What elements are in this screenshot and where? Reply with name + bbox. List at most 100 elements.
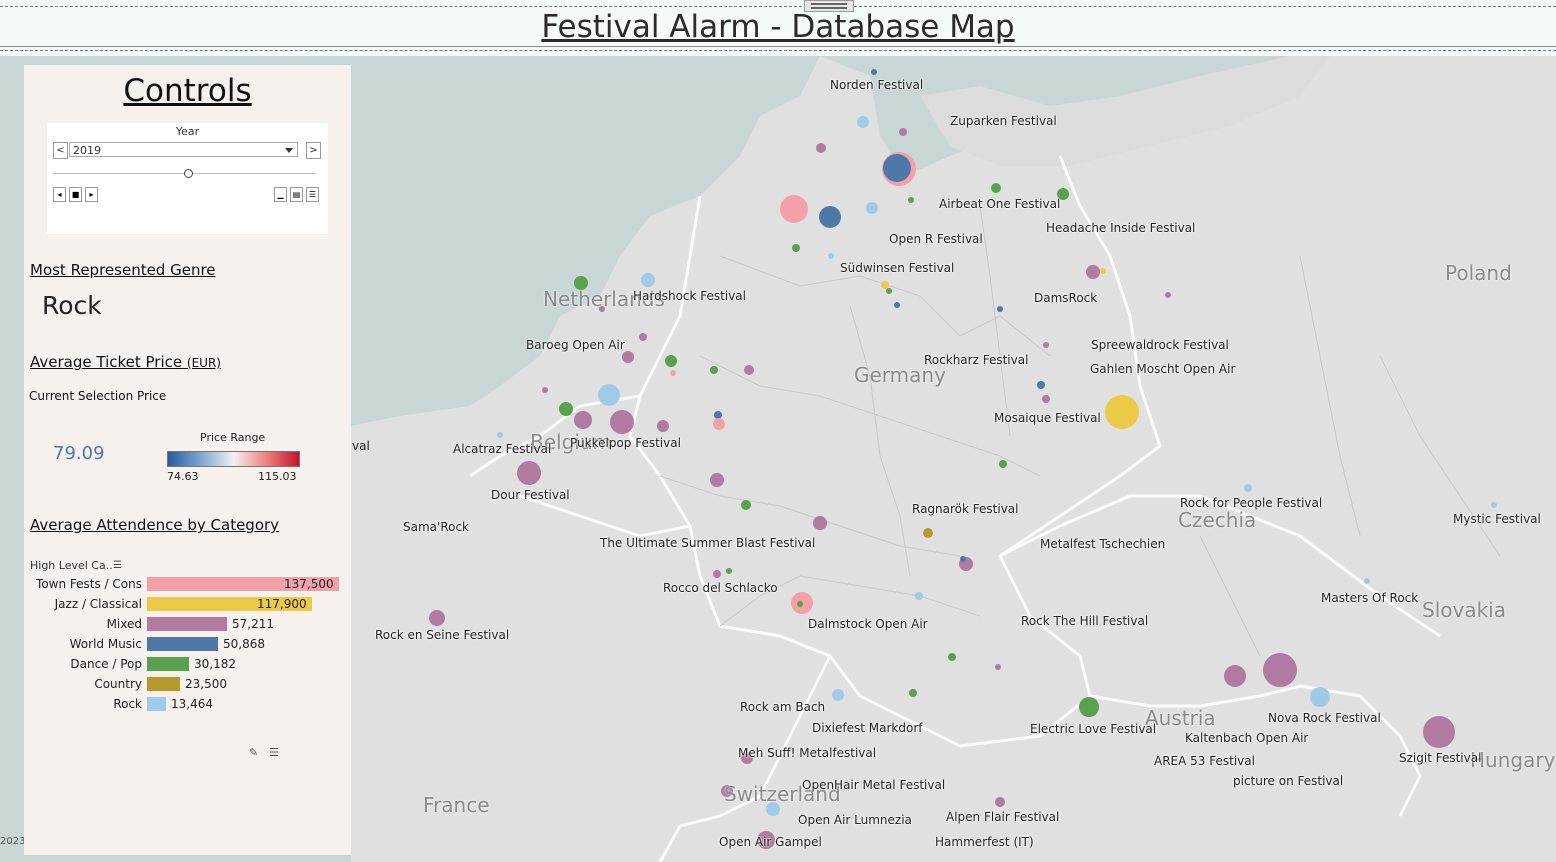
festival-marker[interactable] [866, 202, 878, 214]
festival-markers[interactable] [429, 69, 1497, 849]
bar-row[interactable]: Town Fests / Cons 137,500 [24, 574, 351, 594]
speed-fast-icon[interactable]: ☰ [306, 187, 319, 202]
festival-label[interactable]: AREA 53 Festival [1154, 754, 1255, 768]
festival-label[interactable]: Ragnarök Festival [912, 502, 1019, 516]
festival-marker[interactable] [894, 302, 900, 308]
festival-marker[interactable] [574, 411, 592, 429]
festival-label[interactable]: Alcatraz Festival [453, 442, 552, 456]
bar-row[interactable]: Dance / Pop 30,182 [24, 654, 351, 674]
festival-marker[interactable] [757, 831, 775, 849]
festival-marker[interactable] [721, 785, 733, 797]
festival-label[interactable]: Südwinsen Festival [840, 261, 955, 275]
festival-marker[interactable] [559, 402, 573, 416]
festival-marker[interactable] [1244, 484, 1252, 492]
festival-marker[interactable] [960, 556, 966, 562]
festival-label[interactable]: Open Air Gampel [719, 835, 822, 849]
festival-marker[interactable] [710, 366, 718, 374]
festival-label[interactable]: The Ultimate Summer Blast Festival [600, 536, 816, 550]
festival-marker[interactable] [639, 333, 647, 341]
pin-icon[interactable]: ✎ [249, 746, 259, 759]
festival-label[interactable]: picture on Festival [1233, 774, 1344, 788]
festival-marker[interactable] [908, 197, 914, 203]
festival-label[interactable]: Szigit Festival [1399, 751, 1482, 765]
festival-label[interactable]: Dalmstock Open Air [808, 617, 928, 631]
festival-label[interactable]: Dixiefest Markdorf [812, 721, 923, 735]
festival-marker[interactable] [1037, 381, 1045, 389]
festival-marker[interactable] [997, 306, 1003, 312]
festival-label[interactable]: Nova Rock Festival [1268, 711, 1381, 725]
bar-row[interactable]: Rock 13,464 [24, 694, 351, 714]
festival-marker[interactable] [670, 370, 676, 376]
festival-label[interactable]: Open Air Lumnezia [798, 813, 912, 827]
festival-label[interactable]: Kaltenbach Open Air [1185, 731, 1309, 745]
festival-label[interactable]: Mosaique Festival [994, 411, 1101, 425]
play-forward-icon[interactable]: ▸ [85, 187, 98, 202]
festival-label[interactable]: Rockharz Festival [924, 353, 1029, 367]
festival-marker[interactable] [1423, 716, 1455, 748]
festival-marker[interactable] [429, 610, 445, 626]
year-dropdown[interactable]: 2019 [69, 142, 298, 157]
festival-label[interactable]: Baroeg Open Air [526, 338, 625, 352]
festival-marker[interactable] [1491, 502, 1497, 508]
drag-handle-icon[interactable] [804, 0, 854, 12]
festival-marker[interactable] [1100, 268, 1106, 274]
festival-label[interactable]: Sama'Rock [403, 520, 469, 534]
festival-label[interactable]: Dour Festival [491, 488, 570, 502]
festival-label[interactable]: Hammerfest (IT) [935, 835, 1034, 849]
festival-label[interactable]: Spreewaldrock Festival [1091, 338, 1229, 352]
festival-marker[interactable] [574, 276, 588, 290]
bar[interactable] [147, 637, 218, 651]
festival-marker[interactable] [610, 410, 634, 434]
festival-marker[interactable] [657, 420, 669, 432]
festival-label[interactable]: Open R Festival [889, 232, 983, 246]
festival-marker[interactable] [1310, 687, 1330, 707]
festival-marker[interactable] [948, 653, 956, 661]
festival-marker[interactable] [813, 516, 827, 530]
festival-marker[interactable] [1263, 653, 1297, 687]
festival-label[interactable]: Masters Of Rock [1321, 591, 1419, 605]
festival-marker[interactable] [923, 528, 933, 538]
festival-label[interactable]: Hardshock Festival [633, 289, 746, 303]
festival-label[interactable]: Mystic Festival [1453, 512, 1541, 526]
festival-marker[interactable] [1086, 265, 1100, 279]
festival-label[interactable]: Metalfest Tschechien [1040, 537, 1166, 551]
festival-marker[interactable] [598, 384, 620, 406]
bar-row[interactable]: Country 23,500 [24, 674, 351, 694]
festival-marker[interactable] [599, 306, 605, 312]
festival-marker[interactable] [871, 69, 877, 75]
festival-marker[interactable] [497, 432, 503, 438]
festival-marker[interactable] [886, 288, 892, 294]
festival-label[interactable]: Pukkelpop Festival [570, 436, 681, 450]
bar[interactable] [147, 657, 189, 671]
festival-marker[interactable] [741, 752, 753, 764]
festival-marker[interactable] [1105, 395, 1139, 429]
festival-marker[interactable] [881, 281, 889, 289]
festival-label[interactable]: Rock The Hill Festival [1021, 614, 1149, 628]
festival-marker[interactable] [832, 689, 844, 701]
festival-marker[interactable] [1224, 665, 1246, 687]
festival-marker[interactable] [766, 802, 780, 816]
speed-medium-icon[interactable]: ▤ [290, 187, 303, 202]
festival-marker[interactable] [713, 570, 721, 578]
festival-marker[interactable] [915, 592, 923, 600]
year-prev-icon[interactable]: < [53, 142, 68, 159]
festival-marker[interactable] [797, 601, 803, 607]
festival-marker[interactable] [792, 244, 800, 252]
bar[interactable] [147, 697, 166, 711]
bar[interactable] [147, 617, 227, 631]
festival-marker[interactable] [857, 116, 869, 128]
festival-label[interactable]: OpenHair Metal Festival [802, 778, 946, 792]
festival-marker[interactable] [780, 195, 808, 223]
year-next-icon[interactable]: > [306, 142, 321, 159]
festival-label[interactable]: Rocco del Schlacko [663, 581, 778, 595]
bar[interactable] [147, 577, 339, 591]
festival-label[interactable]: Gahlen Moscht Open Air [1090, 362, 1236, 376]
festival-marker[interactable] [710, 473, 724, 487]
bar-row[interactable]: Jazz / Classical 117,900 [24, 594, 351, 614]
festival-label[interactable]: Headache Inside Festival [1046, 221, 1196, 235]
festival-marker[interactable] [1079, 697, 1099, 717]
festival-marker[interactable] [819, 206, 841, 228]
festival-marker[interactable] [542, 387, 548, 393]
sort-icon[interactable]: ☰ [113, 560, 122, 571]
festival-marker[interactable] [744, 365, 754, 375]
